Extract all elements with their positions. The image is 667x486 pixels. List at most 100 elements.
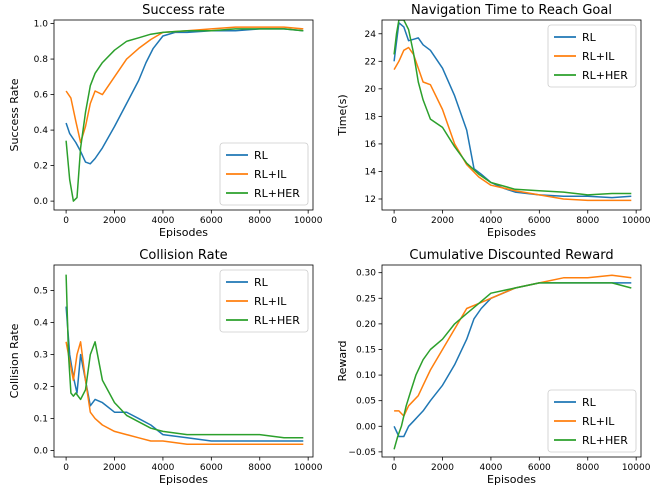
series-line-rl-her — [393, 282, 632, 450]
legend-entry: RL — [254, 149, 269, 162]
y-tick-label: 0.6 — [34, 91, 49, 101]
y-axis-label: Collision Rate — [8, 323, 21, 398]
y-tick-label: 0.00 — [356, 422, 376, 432]
y-axis-label: Success Rate — [8, 78, 21, 151]
y-tick-label: 0.15 — [356, 345, 376, 355]
y-tick-label: 0.4 — [34, 319, 49, 329]
y-tick-label: −0.05 — [348, 448, 376, 458]
series-lines — [65, 26, 304, 202]
x-tick-label: 10000 — [622, 463, 651, 473]
series-lines — [393, 274, 632, 450]
chart-title: Cumulative Discounted Reward — [409, 248, 613, 263]
legend-entry: RL — [254, 276, 269, 289]
x-tick-label: 6000 — [528, 216, 551, 226]
legend-box — [219, 269, 309, 333]
legend-entry: RL+IL — [582, 415, 615, 428]
x-tick-label: 10000 — [622, 216, 651, 226]
x-tick-label: 4000 — [151, 463, 174, 473]
x-tick-label: 0 — [63, 216, 69, 226]
y-tick-label: 0.4 — [34, 126, 49, 136]
series-lines — [65, 274, 304, 445]
x-axis-label: Episodes — [159, 473, 208, 486]
y-tick-label: 0.20 — [356, 320, 376, 330]
axes-frame — [53, 19, 314, 211]
x-tick-label: 0 — [391, 216, 397, 226]
series-line-rl — [65, 28, 304, 165]
x-tick-label: 2000 — [431, 463, 454, 473]
y-tick-label: 0.8 — [34, 55, 49, 65]
y-tick-label: 22 — [365, 57, 376, 67]
legend: RL RL+IL RL+HER — [219, 142, 309, 206]
series-line-rl-her — [65, 28, 304, 202]
y-tick-label: 0.2 — [34, 162, 48, 172]
chart-panel-2: Collision Rate 0 2000 4000 6000 8000 10000 0.0 0… — [8, 248, 323, 486]
axes-frame — [53, 264, 314, 458]
x-tick-label: 8000 — [248, 463, 271, 473]
x-tick-label: 10000 — [294, 463, 323, 473]
x-tick-label: 4000 — [151, 216, 174, 226]
chart-panel-1: Navigation Time to Reach Goal 0 2000 4000 60… — [336, 3, 651, 239]
y-tick-label: 0.2 — [34, 383, 48, 393]
x-tick-label: 4000 — [479, 463, 502, 473]
legend-entry: RL+IL — [582, 50, 615, 63]
y-tick-label: 0.30 — [356, 269, 376, 279]
x-tick-label: 2000 — [431, 216, 454, 226]
legend-entry: RL+HER — [582, 69, 628, 82]
series-line-rl-il — [394, 274, 632, 417]
x-tick-label: 6000 — [200, 463, 223, 473]
y-tick-label: 1.0 — [34, 20, 49, 30]
series-lines — [393, 20, 632, 202]
legend-entry: RL+IL — [254, 168, 287, 181]
x-tick-label: 4000 — [479, 216, 502, 226]
x-tick-label: 8000 — [576, 216, 599, 226]
chart-panel-0: Success rate 0 2000 4000 6000 8000 10000 0.0 0.2… — [8, 3, 323, 239]
x-axis-label: Episodes — [159, 226, 208, 239]
y-tick-label: 0.25 — [356, 294, 376, 304]
legend-entry: RL — [582, 31, 597, 44]
legend: RL RL+IL RL+HER — [547, 24, 637, 88]
chart-title: Navigation Time to Reach Goal — [411, 3, 612, 18]
series-line-rl-her — [393, 20, 632, 196]
legend-entry: RL+HER — [254, 314, 300, 327]
x-tick-label: 6000 — [528, 463, 551, 473]
y-tick-label: 0.0 — [34, 447, 49, 457]
y-tick-label: 0.10 — [356, 371, 376, 381]
chart-panel-3: Cumulative Discounted Reward 0 2000 4000 600… — [336, 248, 651, 486]
x-tick-label: 6000 — [200, 216, 223, 226]
y-tick-label: 24 — [365, 30, 377, 40]
legend-entry: RL+HER — [582, 434, 628, 447]
legend: RL RL+IL RL+HER — [219, 269, 309, 333]
y-tick-label: 0.0 — [34, 197, 49, 207]
legend-entry: RL+HER — [254, 187, 300, 200]
series-line-rl-il — [393, 46, 632, 202]
x-axis-label: Episodes — [487, 226, 536, 239]
y-tick-label: 12 — [365, 195, 376, 205]
legend-entry: RL — [582, 396, 597, 409]
y-tick-label: 0.05 — [356, 397, 376, 407]
y-axis-label: Reward — [336, 341, 349, 382]
y-tick-label: 0.5 — [34, 287, 48, 297]
y-axis-label: Time(s) — [336, 94, 349, 136]
series-line-rl-her — [65, 274, 304, 439]
y-tick-label: 16 — [365, 140, 377, 150]
axes-frame — [381, 264, 642, 458]
x-tick-label: 2000 — [103, 463, 126, 473]
legend-box — [219, 142, 309, 206]
x-tick-label: 0 — [391, 463, 397, 473]
y-tick-label: 0.1 — [34, 415, 48, 425]
legend-box — [547, 389, 637, 453]
x-tick-label: 2000 — [103, 216, 126, 226]
x-tick-label: 0 — [63, 463, 69, 473]
legend-box — [547, 24, 637, 88]
series-line-rl — [65, 306, 304, 442]
y-tick-label: 14 — [365, 167, 377, 177]
legend: RL RL+IL RL+HER — [547, 389, 637, 453]
y-tick-label: 20 — [365, 85, 377, 95]
x-tick-label: 8000 — [248, 216, 271, 226]
chart-title: Collision Rate — [139, 248, 227, 263]
y-tick-label: 18 — [365, 112, 377, 122]
legend-entry: RL+IL — [254, 295, 287, 308]
axes-frame — [381, 19, 642, 211]
chart-title: Success rate — [142, 3, 225, 18]
